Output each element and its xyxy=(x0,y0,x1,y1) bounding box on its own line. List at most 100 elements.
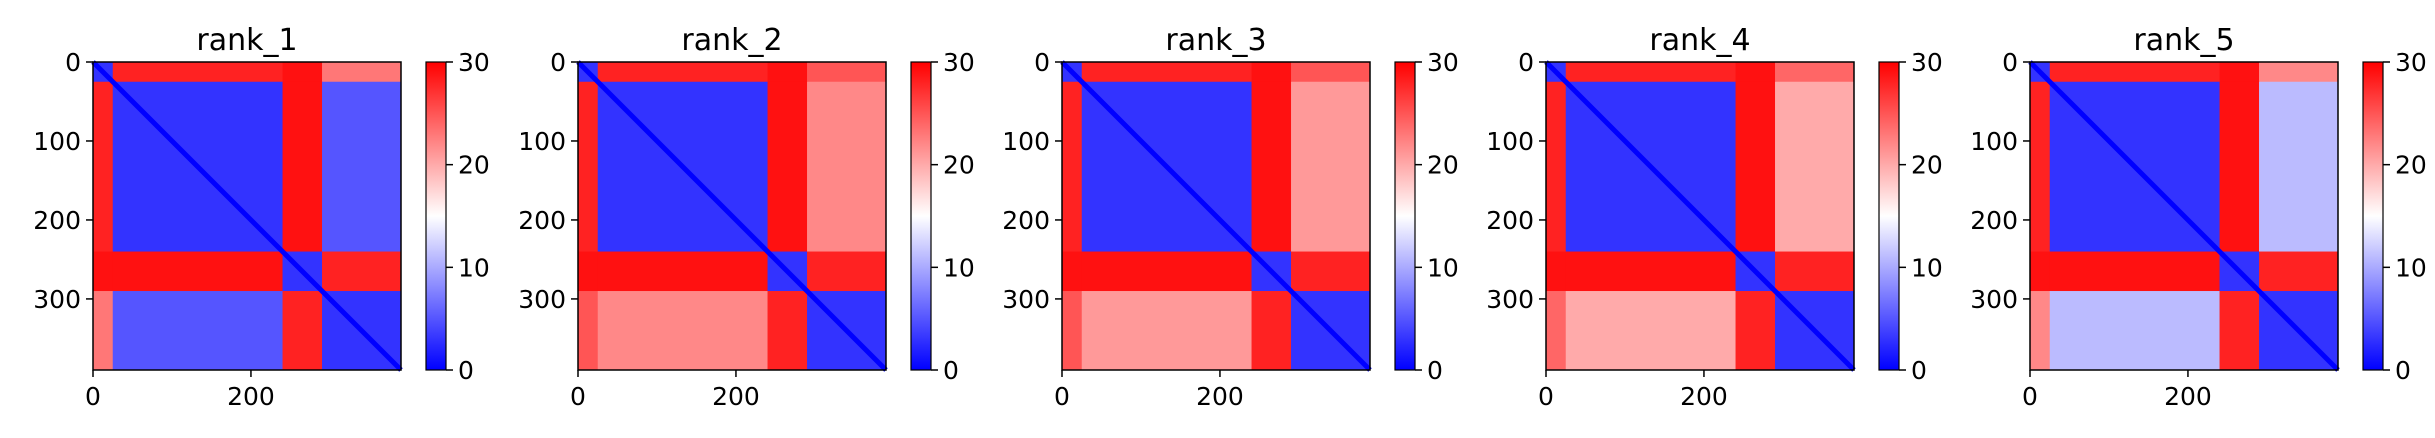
colorbar-tick-label: 20 xyxy=(1427,151,1459,180)
x-tick-label: 0 xyxy=(1054,382,1070,411)
heatmap-diagonal xyxy=(2028,60,2340,372)
colorbar-tick-label: 0 xyxy=(2395,356,2411,385)
heatmap-cell xyxy=(282,291,323,371)
colorbar-tick-label: 30 xyxy=(458,48,490,77)
panel-title: rank_2 xyxy=(681,23,782,58)
heatmap-cell xyxy=(2219,81,2260,253)
heatmap-cell xyxy=(807,62,887,83)
heatmap-cell xyxy=(1062,251,1083,292)
heatmap-panel-2: rank_2 0 100 200 300 0 200 0 10 20 30 xyxy=(518,23,975,411)
heatmap-cell xyxy=(767,81,808,253)
heatmap-cell xyxy=(93,291,114,371)
heatmap-cell xyxy=(597,62,769,83)
x-tick-label: 0 xyxy=(85,382,101,411)
heatmap-cell xyxy=(1291,81,1371,253)
heatmap-cell xyxy=(1775,251,1855,292)
heatmap-cell xyxy=(1565,251,1737,292)
x-tick-label: 0 xyxy=(570,382,586,411)
colorbar-tick-label: 30 xyxy=(1911,48,1943,77)
heatmap-cell xyxy=(322,62,402,83)
x-tick-label: 200 xyxy=(712,382,760,411)
heatmap-cell xyxy=(2049,251,2221,292)
colorbar-tick-label: 0 xyxy=(943,356,959,385)
colorbar-tick-label: 30 xyxy=(2395,48,2427,77)
heatmap-panel-1: rank_1 0 100 200 300 0 200 0 10 20 30 xyxy=(33,23,490,411)
heatmap-cell xyxy=(1081,62,1253,83)
y-tick-label: 100 xyxy=(1970,127,2018,156)
heatmap-cell xyxy=(112,251,284,292)
heatmap-diagonal xyxy=(91,60,403,372)
heatmap-cell xyxy=(112,291,284,371)
y-tick-label: 300 xyxy=(1002,285,1050,314)
heatmap-cell xyxy=(767,62,808,83)
y-tick-label: 100 xyxy=(518,127,566,156)
colorbar-tick-label: 10 xyxy=(1911,253,1943,282)
colorbar-tick-label: 20 xyxy=(1911,151,1943,180)
heatmap-cell xyxy=(93,81,114,253)
heatmap-cell xyxy=(1081,251,1253,292)
heatmap-frame xyxy=(577,61,887,371)
colorbar-tick-label: 10 xyxy=(458,253,490,282)
y-tick-label: 200 xyxy=(1970,206,2018,235)
panel-title: rank_4 xyxy=(1649,23,1750,58)
panel-title: rank_3 xyxy=(1165,23,1266,58)
colorbar-tick-label: 20 xyxy=(458,151,490,180)
heatmap-cell xyxy=(1565,291,1737,371)
x-tick-label: 200 xyxy=(1196,382,1244,411)
heatmap-diagonal xyxy=(1544,60,1856,372)
heatmap-diagonal xyxy=(1060,60,1372,372)
heatmap-cell xyxy=(282,62,323,83)
heatmap-cell xyxy=(2219,62,2260,83)
colorbar xyxy=(1394,61,1416,371)
x-tick-label: 0 xyxy=(1538,382,1554,411)
heatmap-diagonal xyxy=(576,60,888,372)
heatmap-cell xyxy=(2219,291,2260,371)
heatmap-cell xyxy=(1062,81,1083,253)
heatmap-cell xyxy=(1775,81,1855,253)
heatmap-cell xyxy=(1546,291,1567,371)
y-tick-label: 100 xyxy=(1002,127,1050,156)
heatmap-cell xyxy=(1251,81,1292,253)
colorbar xyxy=(2362,61,2384,371)
y-tick-label: 200 xyxy=(518,206,566,235)
y-tick-label: 0 xyxy=(2002,48,2018,77)
heatmap-cell xyxy=(2259,62,2339,83)
heatmap-cell xyxy=(578,81,599,253)
heatmap-panel-3: rank_3 0 100 200 300 0 200 0 10 20 30 xyxy=(1002,23,1459,411)
heatmap-cell xyxy=(1775,62,1855,83)
y-tick-label: 100 xyxy=(1486,127,1534,156)
heatmap-cell xyxy=(1251,62,1292,83)
heatmap-cell xyxy=(1291,251,1371,292)
heatmap-cell xyxy=(578,291,599,371)
heatmap-cell xyxy=(93,251,114,292)
heatmap-frame xyxy=(2029,61,2339,371)
heatmap-cell xyxy=(1251,291,1292,371)
heatmap-cell xyxy=(112,62,284,83)
colorbar-tick-label: 10 xyxy=(2395,253,2427,282)
heatmap-cell xyxy=(1735,291,1776,371)
colorbar xyxy=(425,61,447,371)
y-tick-label: 300 xyxy=(1486,285,1534,314)
heatmap-cell xyxy=(2259,251,2339,292)
heatmap-cell xyxy=(1081,291,1253,371)
x-tick-label: 200 xyxy=(1680,382,1728,411)
heatmap-cell xyxy=(322,251,402,292)
y-tick-label: 0 xyxy=(1034,48,1050,77)
heatmap-panel-4: rank_4 0 100 200 300 0 200 0 10 20 30 xyxy=(1486,23,1943,411)
y-tick-label: 200 xyxy=(1002,206,1050,235)
heatmap-cell xyxy=(578,251,599,292)
heatmap-cell xyxy=(807,251,887,292)
x-tick-label: 200 xyxy=(227,382,275,411)
heatmap-cell xyxy=(2030,81,2051,253)
colorbar-tick-label: 0 xyxy=(458,356,474,385)
colorbar-tick-label: 10 xyxy=(943,253,975,282)
heatmap-cell xyxy=(807,81,887,253)
heatmap-cell xyxy=(597,291,769,371)
heatmap-cell xyxy=(1546,81,1567,253)
heatmap-cell xyxy=(1735,81,1776,253)
y-tick-label: 0 xyxy=(1518,48,1534,77)
heatmap-cell xyxy=(1291,62,1371,83)
colorbar xyxy=(910,61,932,371)
heatmap-cell xyxy=(767,291,808,371)
